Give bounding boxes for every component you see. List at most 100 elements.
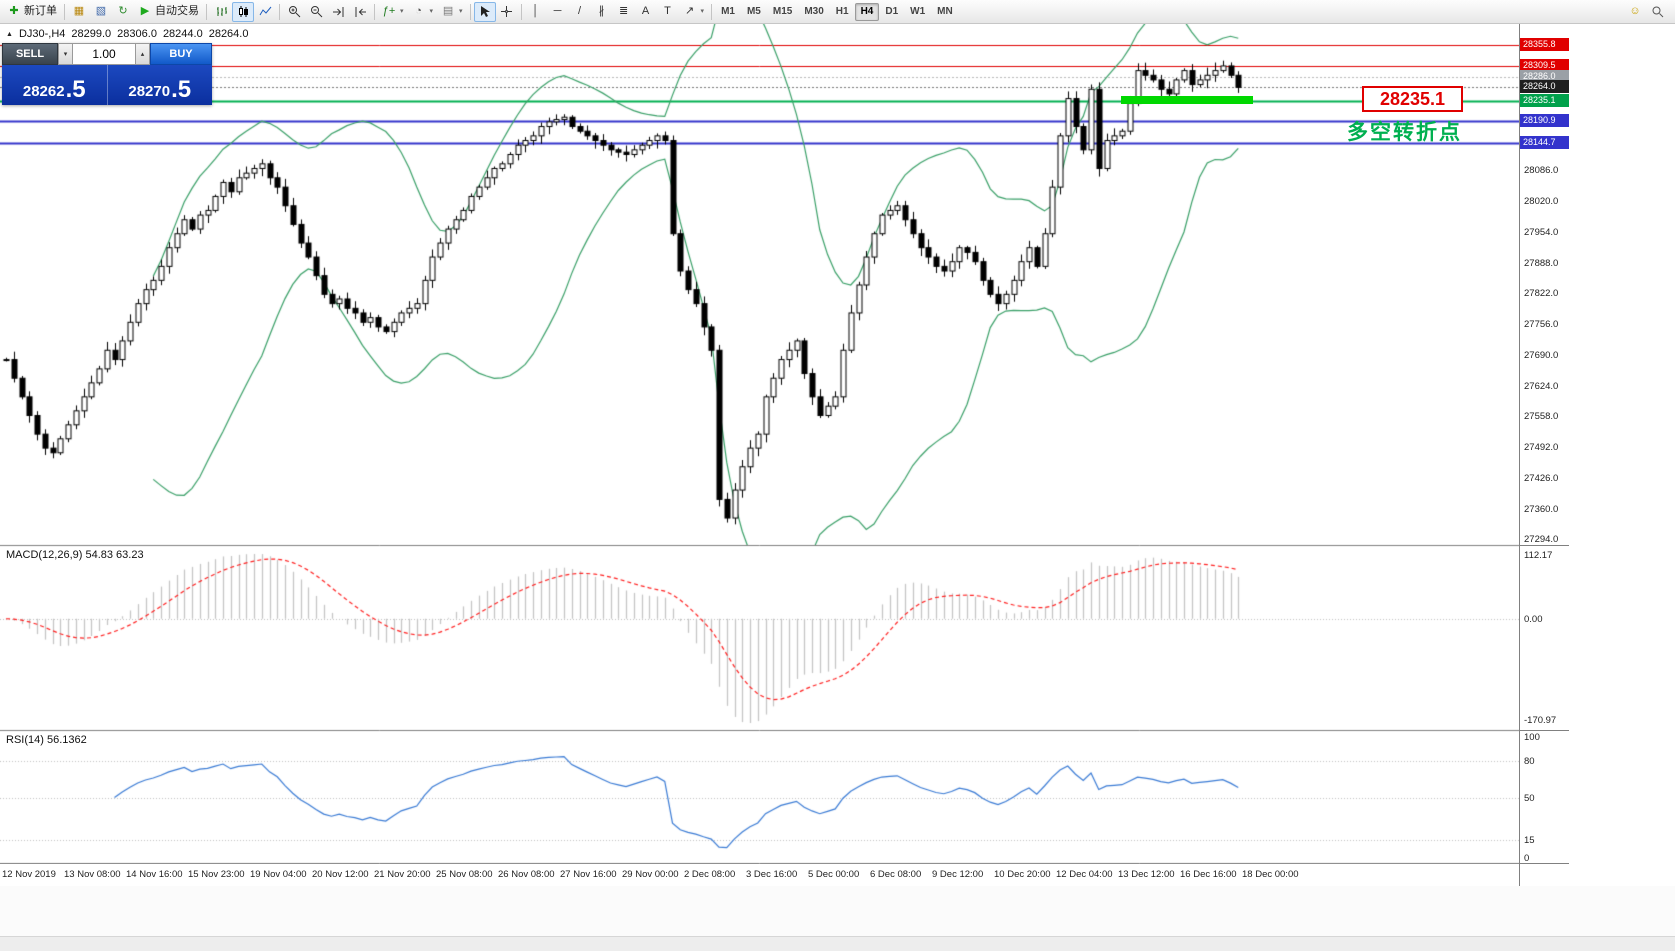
status-bar [0,886,1675,951]
cursor-button[interactable] [473,1,496,22]
chart-window: ▲ DJ30-,H4 28299.0 28306.0 28244.0 28264… [0,24,1675,886]
time-axis-label: 12 Dec 04:00 [1056,869,1113,880]
time-axis-label: 3 Dec 16:00 [746,869,798,880]
price-scale-tick: 27822.0 [1524,288,1559,300]
volume-increase-button[interactable]: ▴ [135,43,150,65]
macd-label: MACD(12,26,9) 54.83 63.23 [6,549,144,561]
indicators-button[interactable]: ƒ+ ▾ [378,2,408,22]
autotrading-button[interactable]: ▶ 自动交易 [134,2,203,22]
buy-price-fraction: .5 [171,75,192,103]
label-button[interactable]: T [657,2,679,22]
channel-button[interactable]: ∦ [591,2,613,22]
timeframe-m1-button[interactable]: M1 [715,3,741,21]
chart-shift-icon [353,5,367,19]
trade-panel-prices: 28262 .5 28270 .5 [2,65,212,105]
timeframe-m15-button[interactable]: M15 [767,3,798,21]
timeframe-mn-button[interactable]: MN [931,3,959,21]
community-button[interactable]: ☺ [1624,2,1646,22]
vertical-line-icon: │ [532,5,539,17]
horizontal-line-icon: ─ [553,5,562,17]
time-axis-label: 29 Nov 00:00 [622,869,679,880]
chevron-down-icon: ▾ [429,8,434,15]
fibonacci-button[interactable]: ≣ [613,2,635,22]
zoom-in-icon [287,5,301,19]
new-chart-icon: ▦ [73,5,85,17]
trendline-icon: / [578,5,582,17]
new-order-icon: ✚ [9,5,19,17]
collapse-arrow-icon[interactable]: ▲ [6,30,13,38]
scale-separator [1520,863,1569,864]
chevron-down-icon: ▾ [459,8,463,15]
time-axis[interactable]: 12 Nov 2019 13 Nov 08:00 14 Nov 16:00 15 No… [0,864,1519,886]
time-axis-label: 27 Nov 16:00 [560,869,617,880]
timeframe-h1-button[interactable]: H1 [830,3,855,21]
price-line-badge: 28190.9 [1520,114,1569,128]
zoom-out-button[interactable] [305,2,327,22]
volume-input[interactable] [73,43,135,65]
rsi-scale-tick: 50 [1524,792,1535,804]
price-chart-canvas[interactable] [0,24,1519,864]
line-chart-button[interactable] [254,2,276,22]
timeframe-d1-button[interactable]: D1 [879,3,904,21]
trendline-button[interactable]: / [569,2,591,22]
timeframe-toolbar: M1 M5 M15 M30 H1 H4 D1 W1 MN [715,0,959,23]
bar-chart-icon [214,5,228,19]
refresh-button[interactable]: ↻ [112,2,134,22]
price-scale-tick: 27954.0 [1524,226,1559,238]
vertical-line-button[interactable]: │ [525,2,547,22]
profiles-button[interactable]: ▧ [90,2,112,22]
text-button[interactable]: A [635,2,657,22]
buy-button[interactable]: BUY [150,43,212,65]
buy-price-display[interactable]: 28270 .5 [108,65,213,105]
chart-shift-button[interactable] [349,2,371,22]
low-value: 28244.0 [162,28,203,40]
highlight-bar[interactable] [1121,96,1253,104]
zoom-in-button[interactable] [283,2,305,22]
templates-button[interactable]: ▤ ▾ [437,2,467,22]
volume-decrease-button[interactable]: ▾ [58,43,73,65]
horizontal-line-button[interactable]: ─ [547,2,569,22]
symbol-period-label: DJ30-,H4 [18,28,66,40]
autotrading-button-label: 自动交易 [155,5,199,17]
search-button[interactable] [1646,2,1668,22]
chevron-down-icon: ▾ [700,8,705,15]
price-line-badge: 28286.0 [1520,70,1569,84]
bar-chart-button[interactable] [210,2,232,22]
search-icon [1650,5,1664,19]
trade-panel-controls: SELL ▾ ▴ BUY [2,43,212,65]
price-scale-tick: 27294.0 [1524,534,1559,546]
scale-separator [1520,545,1569,546]
timeframe-m5-button[interactable]: M5 [741,3,767,21]
price-scale[interactable]: 28086.0 28020.0 27954.0 27888.0 27822.0 27756… [1519,24,1569,886]
sell-price-display[interactable]: 28262 .5 [2,65,108,105]
sell-button[interactable]: SELL [2,43,58,65]
chevron-down-icon: ▾ [400,8,404,15]
new-chart-button[interactable]: ▦ [68,2,90,22]
candlestick-chart-icon [236,5,250,19]
price-line-badge: 28309.5 [1520,59,1569,73]
timeframe-h4-button[interactable]: H4 [854,2,880,21]
scale-separator [1520,730,1569,731]
sell-price-fraction: .5 [65,75,86,103]
turning-point-label[interactable]: 多空转折点 [1347,121,1462,144]
price-scale-tick: 27558.0 [1524,411,1559,423]
crosshair-button[interactable] [496,2,518,22]
auto-scroll-button[interactable] [327,2,349,22]
timeframe-m30-button[interactable]: M30 [798,3,829,21]
price-callout-box[interactable]: 28235.1 [1362,86,1463,112]
new-order-button[interactable]: ✚ 新订单 [3,2,61,22]
close-value: 28264.0 [208,28,249,40]
arrows-button[interactable]: ↗ ▾ [679,2,709,22]
price-scale-tick: 27690.0 [1524,349,1559,361]
main-toolbar: ✚ 新订单 ▦ ▧ ↻ ▶ 自动交易 ƒ+ ▾ ◔ ▾ ▤ ▾ │ ─ / ∦ ≣ A T ↗ ▾ M1 M5 M15 M30 H… [0,0,1675,24]
periods-button[interactable]: ◔ ▾ [408,2,438,22]
time-axis-label: 20 Nov 12:00 [312,869,369,880]
time-axis-label: 16 Dec 16:00 [1180,869,1237,880]
line-chart-icon [258,5,272,19]
candlestick-chart-button[interactable] [232,1,254,22]
refresh-icon: ↻ [118,5,128,17]
toolbar-separator [64,3,65,20]
price-scale-tick: 27426.0 [1524,472,1559,484]
timeframe-w1-button[interactable]: W1 [904,3,931,21]
buy-price-main: 28270 [128,83,171,100]
